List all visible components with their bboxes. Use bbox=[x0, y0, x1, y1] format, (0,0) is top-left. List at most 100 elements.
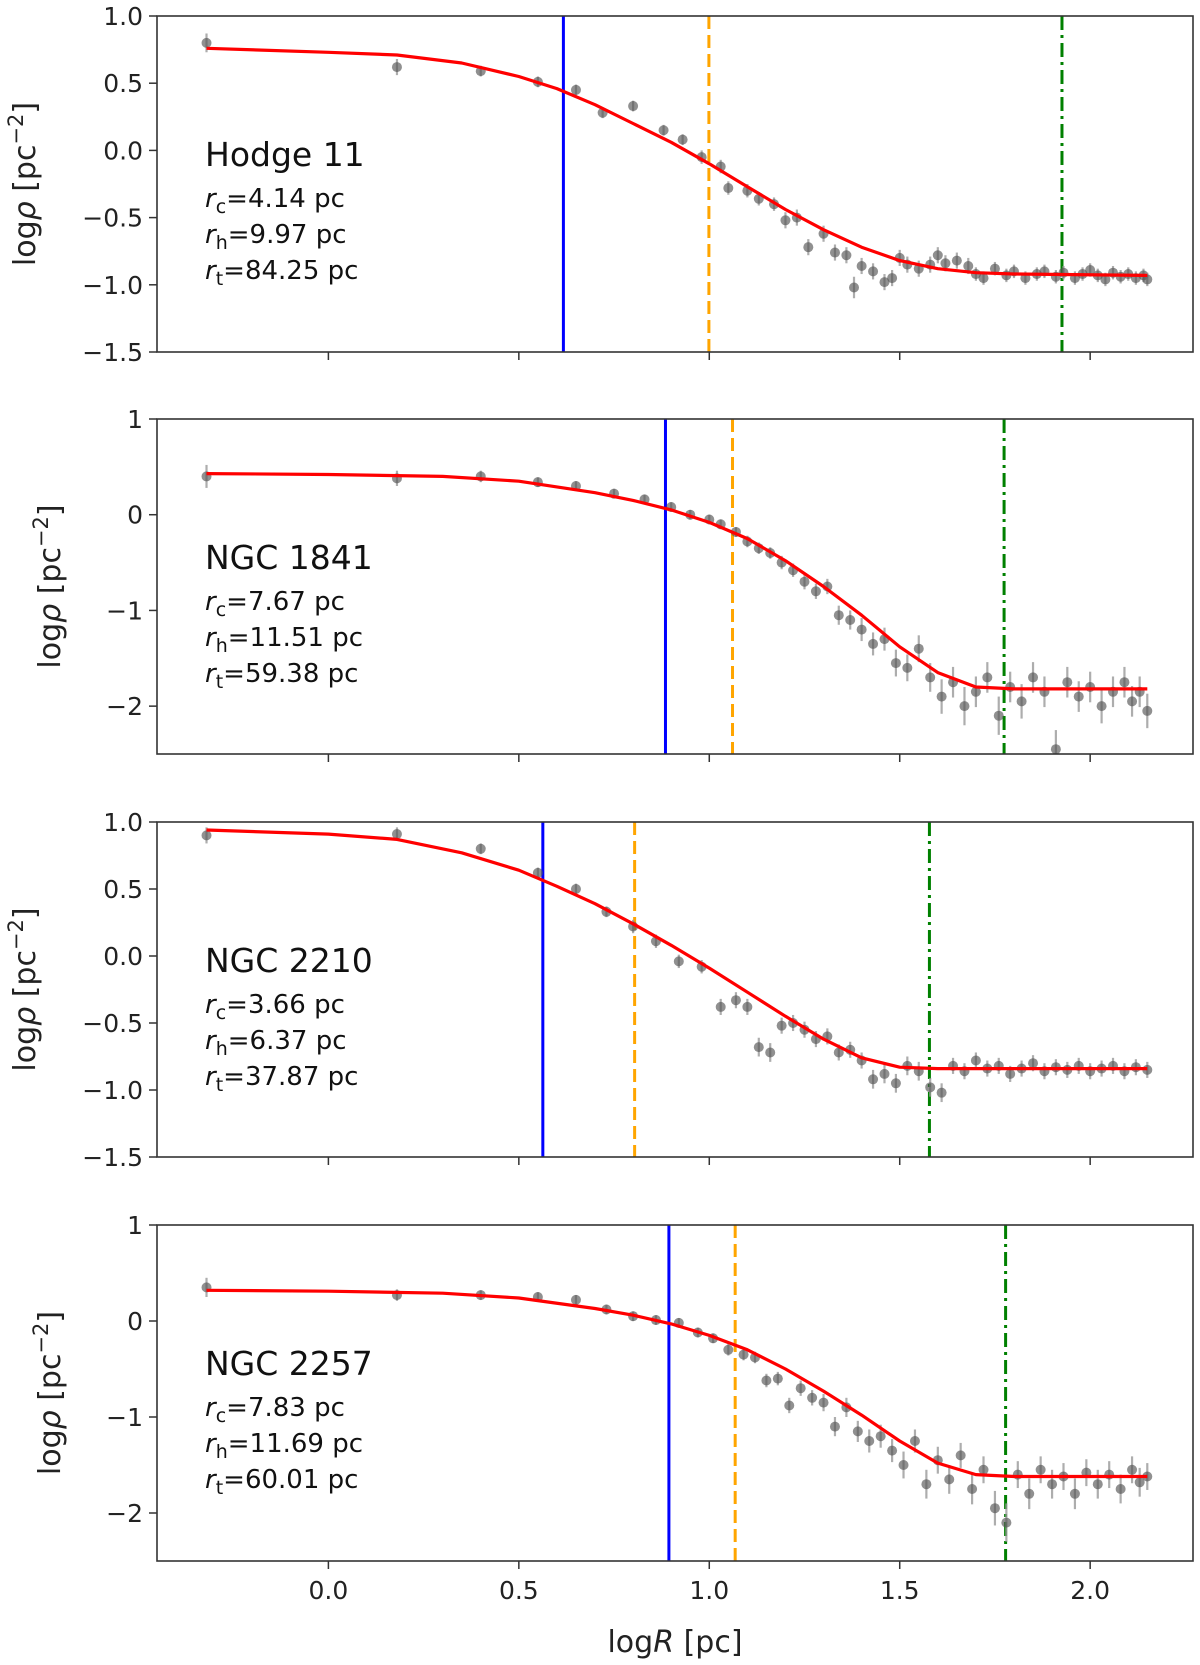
y-tick-label: −1.0 bbox=[82, 271, 143, 300]
data-point bbox=[570, 1294, 581, 1305]
y-tick-label: −2 bbox=[106, 692, 143, 721]
data-point bbox=[677, 134, 688, 145]
data-point bbox=[868, 1074, 879, 1085]
data-point bbox=[879, 277, 890, 288]
data-point bbox=[776, 1020, 787, 1031]
data-point bbox=[1115, 1484, 1126, 1494]
data-point bbox=[940, 258, 951, 269]
data-point bbox=[921, 1479, 932, 1490]
cluster-param: rc=7.67 pc bbox=[205, 587, 345, 621]
panel-1: 1.0 0.5 0.0 −0.5 −1.0 −1.5 logρ [pc−2] Hodge 11… bbox=[4, 2, 1194, 367]
y-tick-label: −0.5 bbox=[82, 1009, 143, 1038]
data-point bbox=[1134, 1477, 1145, 1488]
data-point bbox=[772, 1373, 783, 1384]
data-point bbox=[658, 125, 669, 136]
data-point bbox=[1062, 677, 1073, 688]
y-tick-label: 0.5 bbox=[103, 69, 143, 98]
data-point bbox=[1005, 1068, 1016, 1079]
data-point bbox=[845, 615, 856, 625]
panel-3-frame bbox=[156, 821, 1194, 1158]
data-point bbox=[1069, 1488, 1080, 1499]
y-axis-label: logρ [pc−2] bbox=[29, 504, 68, 668]
data-point bbox=[570, 884, 581, 894]
x-tick-label: 0.0 bbox=[309, 1576, 349, 1605]
x-tick-label: 0.5 bbox=[499, 1576, 539, 1605]
cluster-name: Hodge 11 bbox=[205, 135, 365, 174]
data-point bbox=[723, 183, 734, 194]
y-tick-label: 0.0 bbox=[103, 136, 143, 165]
panel-4-frame bbox=[156, 1224, 1194, 1562]
data-point bbox=[856, 260, 867, 271]
panel-2-plot-area bbox=[201, 419, 1153, 754]
panel-2: 1 0 −1 −2 logρ [pc−2] NGC 1841 rc=7.67 pcrh=11… bbox=[29, 405, 1194, 762]
data-point bbox=[982, 672, 993, 683]
cluster-param: rt=60.01 pc bbox=[205, 1465, 358, 1499]
data-point bbox=[807, 1392, 818, 1403]
cluster-param: rc=3.66 pc bbox=[205, 990, 345, 1024]
data-point bbox=[887, 273, 898, 284]
panel-4: 1 0 −1 −2 0.0 0.5 1.0 1.5 2.0 logρ [pc−2] NGC 2257… bbox=[29, 1211, 1194, 1605]
data-point bbox=[475, 843, 486, 854]
cluster-param: rh=11.69 pc bbox=[205, 1429, 363, 1463]
data-point bbox=[1016, 696, 1027, 707]
cluster-param: rt=59.38 pc bbox=[205, 659, 358, 693]
data-point bbox=[201, 830, 212, 841]
data-point bbox=[868, 638, 879, 649]
data-point bbox=[829, 247, 840, 258]
panel-2-frame bbox=[156, 418, 1194, 755]
data-point bbox=[833, 1047, 844, 1058]
x-tick-label: 1.0 bbox=[689, 1576, 729, 1605]
cluster-param: rh=11.51 pc bbox=[205, 623, 363, 657]
data-point bbox=[1024, 1488, 1035, 1499]
data-point bbox=[795, 1383, 806, 1394]
data-point bbox=[1092, 1479, 1103, 1490]
data-point bbox=[673, 956, 684, 967]
panel-3-plot-area bbox=[201, 822, 1153, 1157]
y-tick-label: 0.5 bbox=[103, 875, 143, 904]
y-tick-label: 1 bbox=[127, 1211, 143, 1240]
data-point bbox=[936, 691, 947, 702]
data-point bbox=[925, 1082, 936, 1093]
data-point bbox=[856, 624, 867, 635]
data-point bbox=[1127, 696, 1138, 707]
cluster-name: NGC 2257 bbox=[205, 1344, 373, 1383]
data-point bbox=[944, 1474, 955, 1485]
data-point bbox=[1085, 265, 1096, 276]
data-point bbox=[818, 1397, 829, 1408]
panel-1-plot-area bbox=[201, 16, 1153, 352]
data-point bbox=[780, 215, 791, 226]
data-point bbox=[993, 710, 1004, 721]
x-tick-label: 2.0 bbox=[1070, 1576, 1110, 1605]
data-point bbox=[829, 1421, 840, 1432]
y-tick-label: 0.0 bbox=[103, 942, 143, 971]
data-point bbox=[879, 1068, 890, 1079]
data-point bbox=[959, 701, 970, 712]
data-point bbox=[898, 1460, 909, 1470]
data-point bbox=[970, 1055, 981, 1066]
data-point bbox=[890, 1078, 901, 1089]
data-point bbox=[742, 1001, 753, 1012]
data-point bbox=[201, 37, 212, 48]
y-tick-label: 0 bbox=[127, 501, 143, 530]
data-point bbox=[936, 1087, 947, 1098]
cluster-param: rc=7.83 pc bbox=[205, 1393, 345, 1427]
data-point bbox=[1142, 705, 1153, 716]
data-point bbox=[784, 1400, 795, 1411]
data-point bbox=[803, 242, 814, 253]
data-point bbox=[1050, 744, 1061, 754]
data-point bbox=[738, 1349, 749, 1360]
data-point bbox=[799, 576, 810, 587]
data-point bbox=[978, 1464, 989, 1475]
data-point bbox=[833, 610, 844, 621]
data-point bbox=[1035, 1464, 1046, 1475]
data-point bbox=[391, 829, 402, 840]
data-point bbox=[1028, 1058, 1039, 1069]
king-fit-line bbox=[206, 472, 1148, 691]
data-point bbox=[765, 1047, 776, 1058]
data-point bbox=[628, 101, 639, 112]
panel-3: 1.0 0.5 0.0 −0.5 −1.0 −1.5 logρ [pc−2] NGC 2210… bbox=[4, 808, 1194, 1172]
y-tick-label: −1 bbox=[106, 596, 143, 625]
y-axis-label: logρ [pc−2] bbox=[29, 1311, 68, 1475]
data-point bbox=[753, 1042, 764, 1053]
data-point bbox=[1047, 1479, 1058, 1490]
